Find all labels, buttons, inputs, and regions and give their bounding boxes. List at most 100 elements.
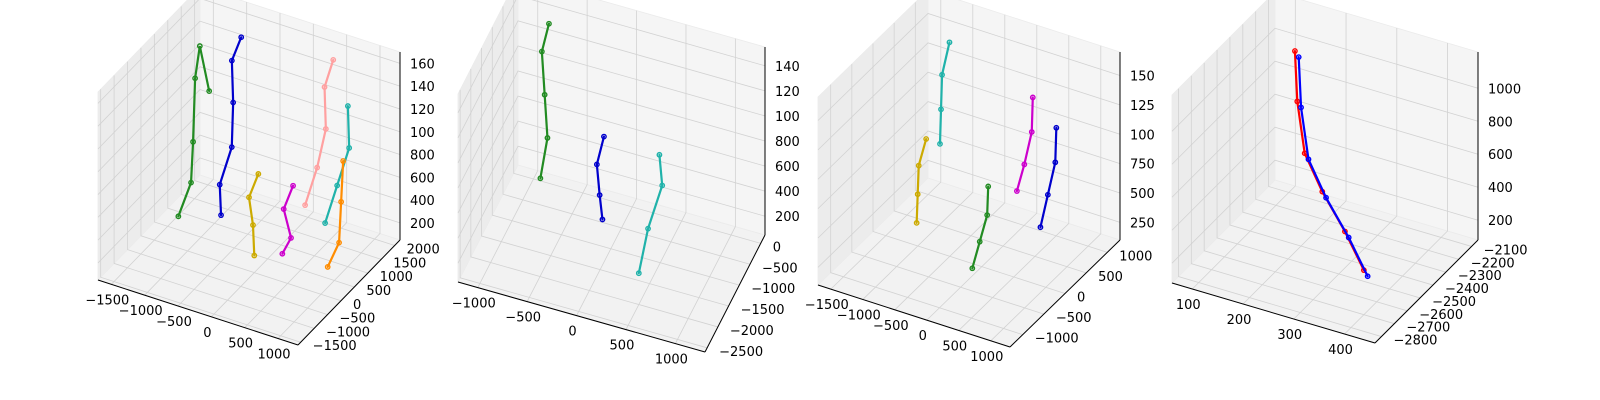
gridline-z bbox=[457, 145, 766, 264]
gridline-x bbox=[526, 0, 588, 302]
skeleton-joint bbox=[915, 162, 922, 169]
x-tick-label: 500 bbox=[610, 339, 635, 354]
skeleton-joint bbox=[230, 99, 237, 106]
skeleton-bone bbox=[177, 45, 211, 218]
skeleton-joint bbox=[969, 265, 976, 272]
skeleton-joint bbox=[338, 198, 345, 205]
skeleton-joint bbox=[1053, 124, 1060, 131]
z-tick-label: 800 bbox=[1488, 115, 1513, 130]
x-axis-line bbox=[97, 279, 299, 346]
gridline-z bbox=[1171, 93, 1479, 198]
gridline-y bbox=[1268, 0, 1472, 247]
skeleton-bone bbox=[637, 153, 664, 275]
z-tick-label: 200 bbox=[775, 210, 800, 225]
gridline-y bbox=[491, 27, 740, 286]
skeleton-joint bbox=[196, 43, 203, 49]
gridline-y bbox=[914, 2, 1108, 253]
skeleton-joint bbox=[541, 91, 548, 98]
skeleton-joint bbox=[635, 270, 642, 277]
skeleton-joint bbox=[188, 179, 194, 186]
skeleton-joint bbox=[656, 151, 663, 158]
x-tick-label: −1000 bbox=[452, 297, 496, 312]
y-tick-label: 1500 bbox=[393, 256, 426, 271]
gridline-y bbox=[113, 75, 315, 329]
subplot-4: 100 200 300 400 −2800−2700−2600−2500−2400−23… bbox=[1171, 0, 1528, 358]
skeleton-joint bbox=[255, 171, 262, 177]
skeleton-joint bbox=[937, 140, 943, 147]
gridline-z bbox=[97, 20, 401, 127]
skeleton-bone bbox=[326, 159, 345, 269]
gridline-x bbox=[894, 14, 1006, 311]
y-tick-label: −2800 bbox=[1393, 334, 1437, 349]
gridline-z bbox=[457, 20, 766, 139]
skeleton-joint bbox=[1345, 234, 1352, 241]
gridline-z bbox=[1171, 27, 1479, 132]
z-tick-label: 600 bbox=[410, 171, 435, 186]
gridline-x bbox=[990, 45, 1102, 342]
y-tick-label: −2400 bbox=[1445, 282, 1489, 297]
skeleton-joint bbox=[238, 34, 245, 41]
skeleton-joint bbox=[544, 135, 551, 141]
skeleton-joint bbox=[1292, 48, 1298, 54]
skeleton-joint bbox=[537, 175, 544, 182]
z-tick-label: 800 bbox=[775, 135, 800, 150]
x-tick-label: −500 bbox=[156, 315, 192, 330]
y-tick-label: −2000 bbox=[730, 324, 774, 339]
gridline-y bbox=[513, 0, 761, 244]
y-tick-label: −2500 bbox=[719, 345, 763, 360]
skeleton-joint bbox=[985, 183, 992, 190]
skeleton-bone bbox=[971, 185, 990, 270]
skeleton-joint bbox=[340, 158, 347, 164]
y-tick-label: −2600 bbox=[1419, 308, 1463, 323]
skeleton-joint bbox=[1294, 98, 1301, 105]
x-tick-label: 0 bbox=[919, 329, 927, 344]
skeleton-joint bbox=[250, 222, 256, 228]
skeleton-bone bbox=[539, 22, 551, 180]
x-axis-line bbox=[457, 281, 706, 353]
x-tick-label: 300 bbox=[1277, 328, 1302, 343]
gridline-y bbox=[1178, 88, 1382, 337]
y-tick-label: −1000 bbox=[1035, 332, 1079, 347]
x-axis-line bbox=[817, 284, 1011, 348]
y-tick-label: −2300 bbox=[1458, 269, 1502, 284]
gridline-z bbox=[817, 130, 1121, 239]
skeleton-joint bbox=[593, 161, 600, 168]
gridline-y bbox=[127, 61, 328, 315]
gridline-x bbox=[277, 45, 381, 339]
skeleton-joint bbox=[984, 212, 991, 218]
gridline-y bbox=[140, 47, 342, 302]
gridline-x bbox=[244, 34, 348, 328]
gridline-y bbox=[459, 89, 708, 349]
gridline-y bbox=[100, 89, 301, 343]
skeleton-bone bbox=[1297, 56, 1369, 278]
y-tick-label: −1000 bbox=[326, 325, 370, 340]
gridline-y bbox=[1229, 37, 1434, 286]
subplot-3: −1500−1000−50005001000−1000−500050010002… bbox=[805, 0, 1155, 365]
skeleton-bone bbox=[304, 58, 335, 207]
gridline-y bbox=[502, 6, 751, 265]
skeleton-joint bbox=[279, 250, 286, 257]
skeleton-joint bbox=[192, 75, 199, 82]
z-tick-label: 100 bbox=[1130, 128, 1155, 143]
skeleton-joint bbox=[1298, 104, 1304, 111]
y-tick-label: −500 bbox=[762, 261, 798, 276]
y-tick-label: −1500 bbox=[313, 339, 357, 354]
skeleton-bone bbox=[247, 172, 260, 257]
skeleton-bone bbox=[281, 184, 295, 255]
skeleton-joint bbox=[938, 106, 944, 113]
y-tick-label: 0 bbox=[1077, 291, 1085, 306]
z-tick-label: 100 bbox=[775, 110, 800, 125]
gridline-y bbox=[153, 33, 355, 288]
gridline-y bbox=[830, 84, 1023, 336]
gridline-y bbox=[1242, 24, 1446, 273]
z-tick-label: 150 bbox=[1130, 70, 1155, 85]
x-tick-label: −500 bbox=[873, 319, 909, 334]
x-tick-label: −1500 bbox=[805, 298, 849, 313]
gridline-z bbox=[97, 89, 401, 195]
z-tick-label: 140 bbox=[775, 60, 800, 75]
z-tick-label: 600 bbox=[775, 160, 800, 175]
z-tick-label: 120 bbox=[775, 85, 800, 100]
x-tick-label: −1000 bbox=[119, 304, 163, 319]
skeleton-bone bbox=[595, 135, 606, 221]
